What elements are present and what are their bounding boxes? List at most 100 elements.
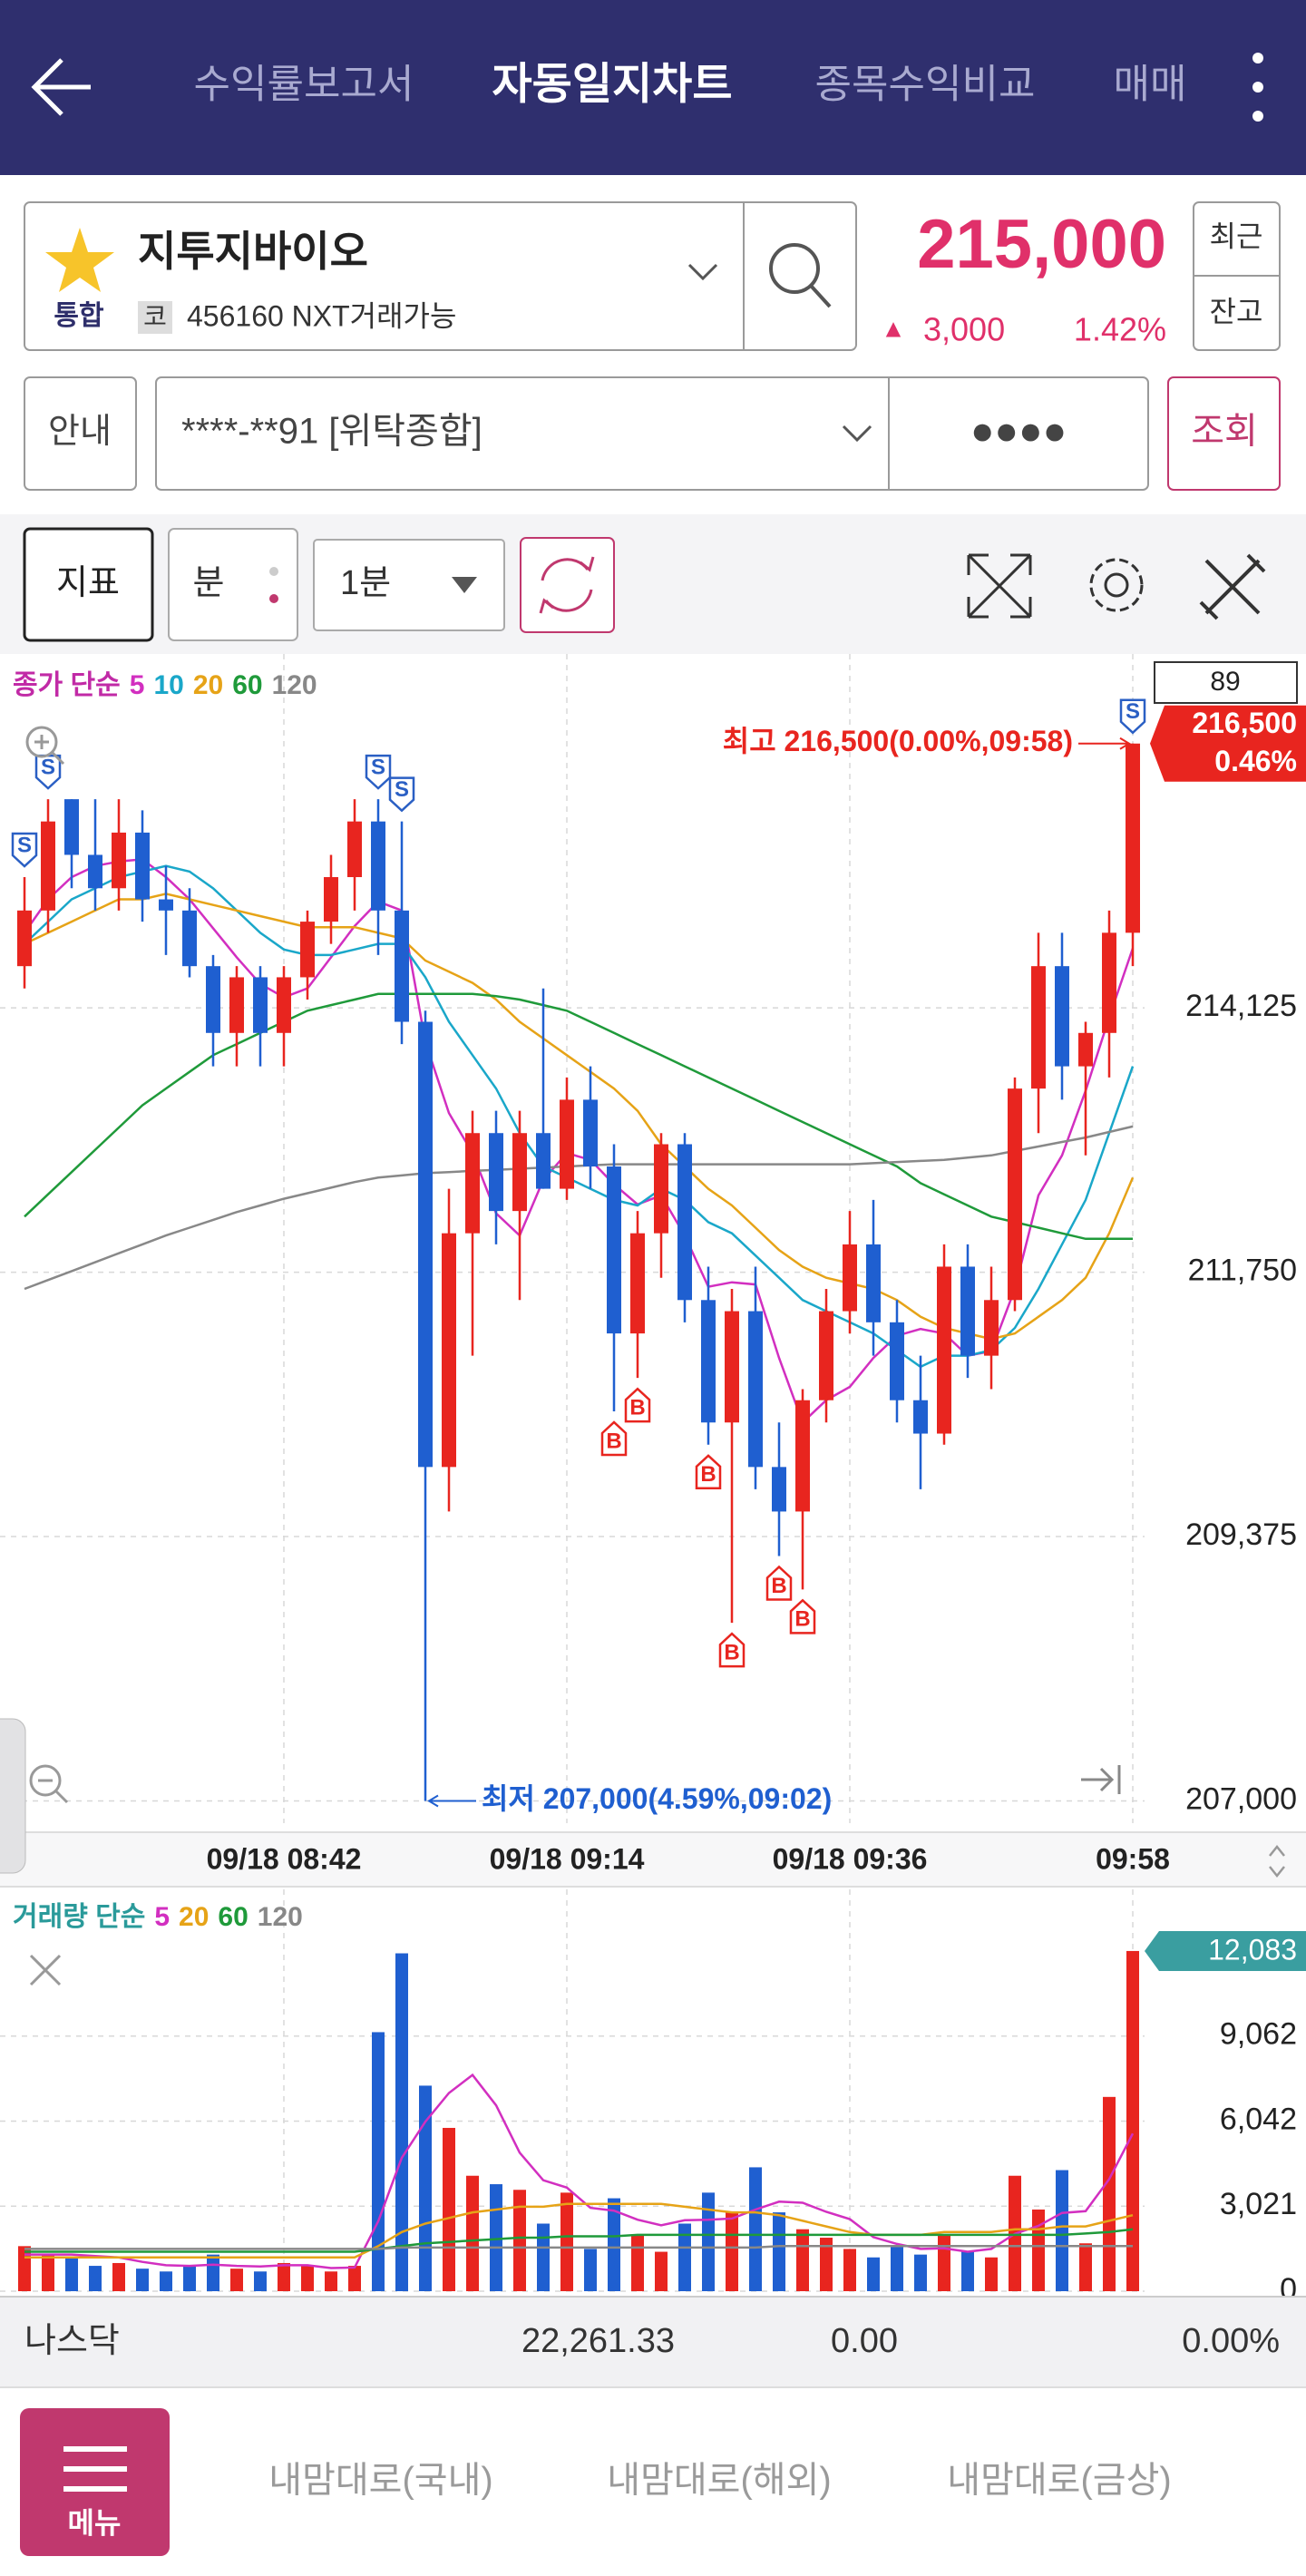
tools-button[interactable]	[1199, 553, 1266, 620]
account-number: ****-**91 [위탁종합]	[181, 412, 482, 452]
volume-bar	[395, 1953, 408, 2291]
candle-body	[88, 854, 102, 889]
zoom-in[interactable]	[25, 726, 65, 766]
legend: 종가 단순 5 10 20 60 120	[13, 670, 317, 700]
candle-body	[64, 799, 79, 855]
tab[interactable]: 매매	[1114, 63, 1187, 107]
high-arrow	[1078, 737, 1131, 750]
volume-bar	[867, 2257, 880, 2291]
nav-tab[interactable]: 내맘대로(해외)	[607, 2461, 831, 2501]
zoom-out[interactable]	[29, 1764, 69, 1804]
fullscreen-button[interactable]	[967, 553, 1032, 619]
info-button[interactable]	[24, 376, 137, 491]
candle-body	[748, 1311, 763, 1468]
refresh-icon	[539, 556, 595, 614]
resize-handle[interactable]	[1269, 1844, 1285, 1878]
nav-tab[interactable]: 내맘대로(국내)	[268, 2461, 492, 2501]
password[interactable]: ●●●●	[970, 409, 1067, 454]
signal-badge	[789, 1598, 816, 1634]
close-volume[interactable]	[29, 1954, 62, 1986]
tab[interactable]: 수익률보고서	[194, 63, 414, 107]
unit-button[interactable]	[168, 528, 298, 641]
volume-bar	[1032, 2209, 1045, 2291]
tab-active[interactable]: 자동일지차트	[492, 61, 733, 109]
x-tick-label: 09/18 09:36	[773, 1842, 928, 1875]
candle-body	[300, 922, 315, 978]
signal-label: B	[606, 1429, 621, 1453]
candle-body	[843, 1244, 857, 1312]
badge	[138, 301, 172, 334]
dropdown-arrow[interactable]	[842, 424, 872, 443]
candle-body	[890, 1322, 904, 1400]
time-axis	[0, 1832, 1306, 1887]
favorite-star[interactable]	[45, 228, 114, 292]
candle-body	[536, 1133, 551, 1189]
signal-label: B	[724, 1640, 739, 1664]
legend-item: 5	[130, 670, 145, 700]
ma-line	[24, 2073, 1135, 2269]
volume-bar	[796, 2229, 809, 2291]
signal-label: S	[371, 755, 385, 779]
query-button[interactable]	[1167, 376, 1281, 491]
candle-body	[795, 1400, 810, 1512]
refresh-button[interactable]	[520, 537, 615, 633]
volume-bar	[961, 2251, 974, 2291]
volume-bar	[301, 2266, 314, 2291]
candle-body	[112, 832, 126, 889]
signal-badge	[695, 1454, 722, 1490]
high-note: 최고 216,500(0.00%,09:58)	[723, 725, 1073, 757]
candle-body	[465, 1133, 480, 1234]
side-handle[interactable]	[0, 1718, 26, 1874]
more-button[interactable]	[1252, 53, 1263, 122]
price: 215,000	[917, 206, 1166, 283]
dropdown-arrow[interactable]	[687, 263, 718, 281]
interval-dropdown[interactable]	[313, 539, 505, 631]
ma-line	[24, 2202, 1134, 2259]
low-arrow	[427, 1794, 476, 1808]
info-label: 안내	[48, 413, 112, 451]
volume-bar	[65, 2257, 78, 2291]
back-button[interactable]	[31, 58, 91, 116]
menu-label: 메뉴	[68, 2506, 122, 2539]
candle-body	[135, 832, 150, 900]
price-tag	[1150, 705, 1306, 782]
signal-badge	[11, 832, 38, 868]
search-button[interactable]	[769, 243, 832, 308]
menu-button[interactable]	[20, 2408, 170, 2556]
stock-box[interactable]	[24, 201, 857, 351]
volume-bar	[112, 2262, 125, 2291]
volume-bar	[348, 2266, 361, 2291]
signal-label: S	[41, 755, 55, 779]
balance-button[interactable]: 잔고	[1210, 295, 1263, 327]
candle-body	[206, 966, 220, 1033]
tab[interactable]: 종목수익비교	[815, 63, 1036, 107]
candle-body	[489, 1133, 503, 1212]
low-note: 최저 207,000(4.59%,09:02)	[482, 1782, 832, 1815]
badge-text: 코	[143, 302, 167, 330]
header	[0, 0, 1306, 175]
candle-body	[41, 821, 55, 911]
unit-label: 분	[193, 564, 225, 602]
indicator-button[interactable]	[23, 527, 154, 642]
settings-button[interactable]	[1089, 558, 1144, 612]
scroll-end[interactable]	[1081, 1765, 1121, 1794]
account-box[interactable]	[155, 376, 1149, 491]
candle-body	[182, 910, 197, 967]
volume-bar	[608, 2198, 620, 2291]
volume-bar	[726, 2212, 738, 2291]
volume-bar	[254, 2271, 267, 2291]
candle-body	[1102, 932, 1116, 1033]
candle-body	[395, 910, 409, 1022]
volume-bar	[914, 2254, 927, 2291]
menu-icon	[63, 2446, 127, 2492]
price-tag-label: 216,500	[1192, 707, 1297, 739]
price-tag-change: 0.46%	[1214, 745, 1297, 777]
signal-label: B	[700, 1462, 716, 1487]
dot	[269, 594, 278, 603]
candle-body	[1078, 1032, 1093, 1067]
signal-label: B	[629, 1396, 645, 1420]
recent-button[interactable]: 최근	[1210, 220, 1263, 252]
volume-tag-label: 12,083	[1208, 1933, 1297, 1966]
volume-bar	[419, 2085, 432, 2291]
nav-tab[interactable]: 내맘대로(금상)	[947, 2461, 1171, 2501]
